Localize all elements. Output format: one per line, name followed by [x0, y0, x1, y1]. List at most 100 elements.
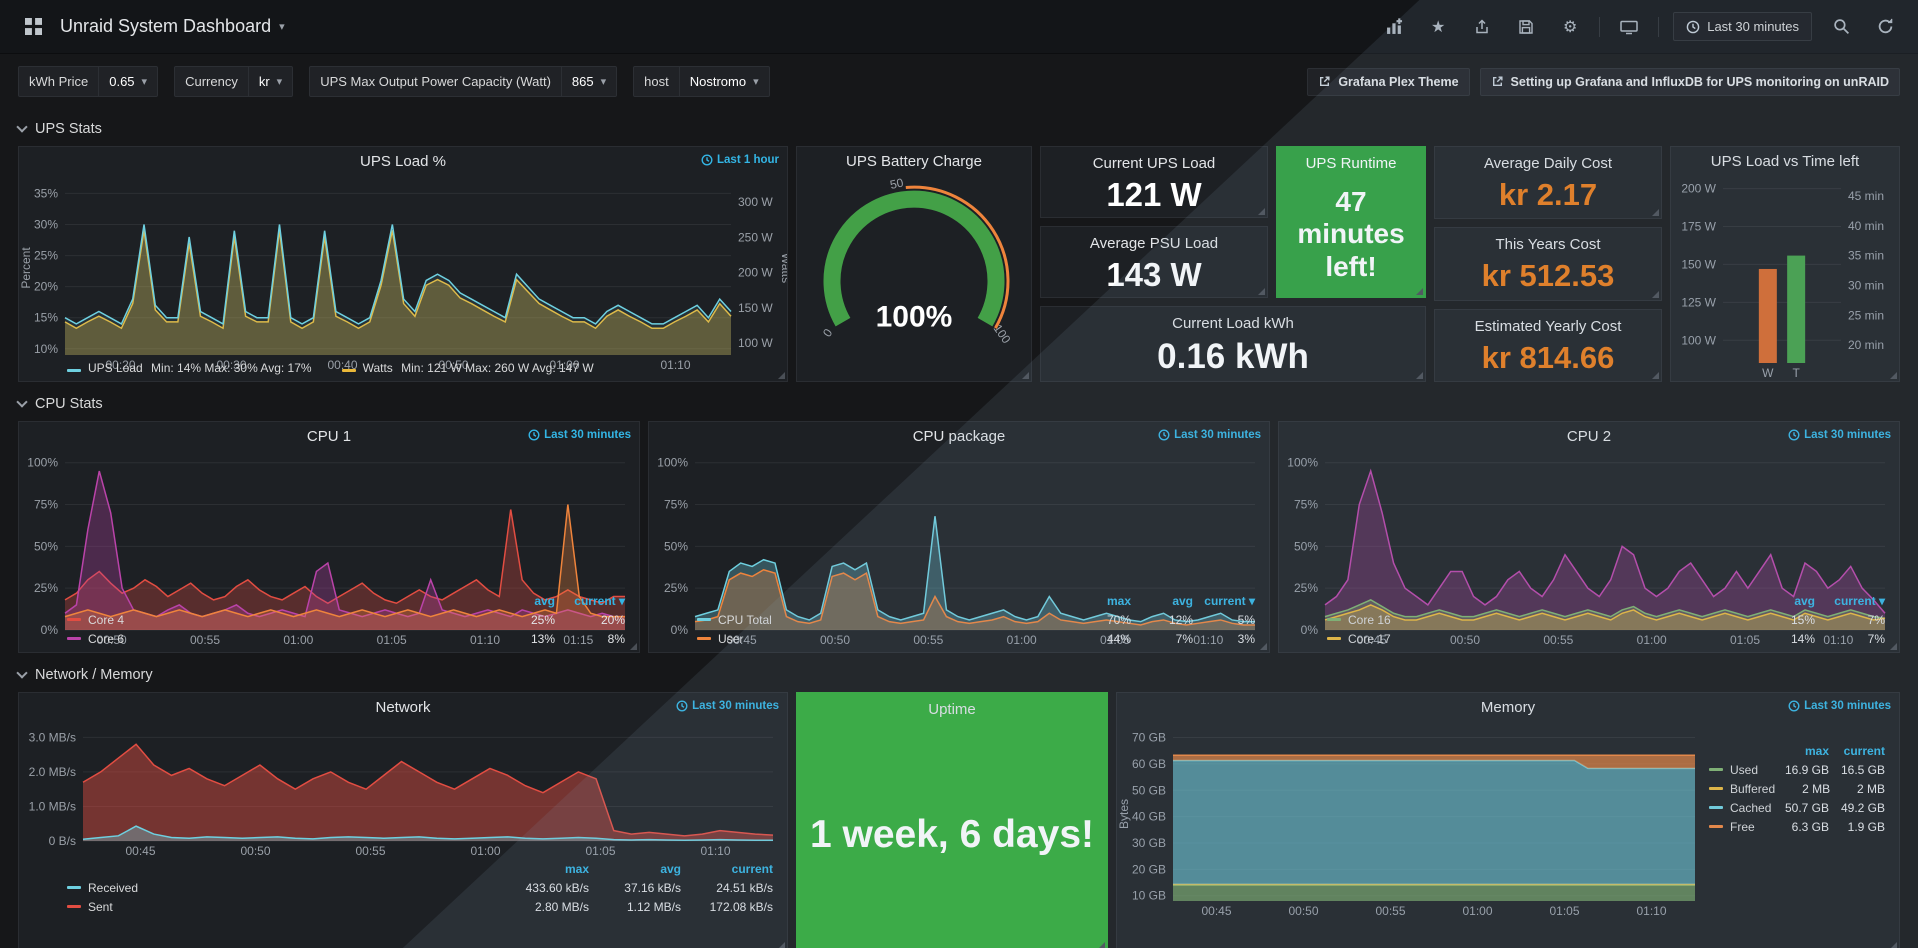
panel-title[interactable]: UPS Load % [360, 153, 446, 170]
panel-title[interactable]: Memory [1480, 699, 1536, 716]
dashboard-title-dropdown[interactable]: Unraid System Dashboard ▾ [60, 16, 285, 37]
row-header-network-memory[interactable]: Network / Memory [16, 667, 1900, 683]
svg-text:100%: 100% [27, 456, 58, 470]
svg-text:75%: 75% [1294, 498, 1318, 512]
panel-average-psu-load: Average PSU Load 143 W [1040, 226, 1268, 298]
svg-text:00:55: 00:55 [913, 633, 943, 647]
panel-title[interactable]: Network [375, 699, 431, 716]
panel-current-load-kwh: Current Load kWh 0.16 kWh [1040, 306, 1426, 382]
svg-text:35%: 35% [34, 186, 58, 200]
legend-sort-header[interactable]: current ▾ [1834, 593, 1885, 608]
svg-text:Percent: Percent [19, 247, 33, 289]
legend-series-name[interactable]: Cached [1730, 800, 1772, 815]
legend-sort-header[interactable]: current ▾ [574, 593, 625, 608]
legend-series-name[interactable]: Core 17 [1348, 631, 1391, 646]
legend-series-name[interactable]: Received [88, 880, 139, 895]
svg-text:00:30: 00:30 [216, 358, 246, 372]
legend-sort-header[interactable]: current ▾ [1204, 593, 1255, 608]
legend-sort-header[interactable]: avg [1172, 593, 1193, 608]
ups-load-chart[interactable]: 10% 15% 20% 25% 30% 35% Percent 100 W 150 W 200 W… [19, 173, 793, 372]
panel-title[interactable]: CPU 1 [306, 428, 352, 445]
variable-value-dropdown[interactable]: 0.65 ▾ [98, 67, 157, 96]
panel-title[interactable]: CPU package [912, 428, 1006, 445]
row-header-cpu-stats[interactable]: CPU Stats [16, 396, 1900, 412]
legend-value: 14% [1790, 631, 1815, 646]
legend-sort-header[interactable]: avg [660, 861, 681, 876]
legend-sort-header[interactable]: current [731, 861, 773, 876]
svg-text:01:00: 01:00 [470, 844, 500, 858]
svg-text:0%: 0% [671, 623, 689, 637]
cpu-package-chart[interactable]: 0% 25% 50% 75% 100% 00:45 00:50 00:55 01:00 01:05… [649, 448, 1269, 647]
legend-series-name[interactable]: Sent [88, 899, 113, 914]
legend-series-name[interactable]: Watts [362, 361, 397, 375]
panel-title[interactable]: CPU 2 [1566, 428, 1612, 445]
save-icon[interactable] [1511, 12, 1541, 42]
panel-title[interactable]: UPS Load vs Time left [1710, 153, 1860, 170]
link-grafana-plex-theme[interactable]: Grafana Plex Theme [1307, 67, 1470, 96]
gear-icon[interactable]: ⚙ [1563, 18, 1578, 36]
row-header-ups-stats[interactable]: UPS Stats [16, 121, 1900, 137]
legend-series-name[interactable]: Core 4 [88, 612, 125, 627]
panel-title[interactable]: UPS Battery Charge [846, 153, 982, 170]
svg-text:40 min: 40 min [1848, 219, 1884, 233]
legend-series-name[interactable]: Free [1730, 819, 1755, 834]
legend-sort-header[interactable]: max [564, 861, 589, 876]
cpu1-chart[interactable]: 0% 25% 50% 75% 100% 00:50 00:55 01:00 01:05 01:10… [19, 448, 639, 647]
svg-text:01:05: 01:05 [377, 633, 407, 647]
legend-series-name[interactable]: Core 16 [1348, 612, 1391, 627]
star-icon[interactable]: ★ [1431, 18, 1446, 36]
legend-series-name[interactable]: Buffered [1730, 781, 1776, 796]
share-icon[interactable] [1467, 12, 1497, 42]
variable-value-dropdown[interactable]: Nostromo ▾ [678, 67, 769, 96]
legend-sort-header[interactable]: current [1843, 743, 1885, 758]
stat-value: 143 W [1106, 255, 1202, 293]
external-link-icon [1492, 76, 1503, 86]
variable-value-dropdown[interactable]: 865 ▾ [560, 67, 616, 96]
panel-time-override: Last 30 minutes [1158, 429, 1261, 441]
legend-series-name[interactable]: UPS Load [88, 361, 147, 375]
variable-value-dropdown[interactable]: kr ▾ [247, 67, 292, 96]
memory-chart[interactable]: 10 GB 20 GB 30 GB 40 GB 50 GB 60 GB 70 GB Bytes… [1117, 719, 1709, 919]
chart-legend: avg current ▾ Core 16 15% 7% Core 17 14% 7% [1279, 591, 1899, 652]
caret-down-icon: ▾ [279, 21, 285, 33]
network-chart[interactable]: 0 B/s 1.0 MB/s 2.0 MB/s 3.0 MB/s 00:45 00:50 0… [19, 719, 787, 859]
legend-sort-header[interactable]: avg [534, 593, 555, 608]
refresh-icon[interactable] [1870, 12, 1900, 42]
legend-sort-header[interactable]: max [1106, 593, 1131, 608]
legend-swatch [1709, 825, 1723, 828]
legend-series-name[interactable]: CPU Total [718, 612, 772, 627]
legend-series-name[interactable]: Used [1730, 762, 1759, 777]
ups-load-vs-time-chart[interactable]: 100 W 125 W 150 W 175 W 200 W 20 min 25 min 30 … [1671, 173, 1899, 381]
legend-value: 50.7 GB [1784, 800, 1829, 815]
svg-text:00:55: 00:55 [190, 633, 220, 647]
row-title: UPS Stats [35, 121, 102, 137]
legend-series-name[interactable]: Core 6 [88, 631, 125, 646]
stat-title: UPS Runtime [1305, 155, 1397, 172]
legend-value: 1.9 GB [1847, 819, 1885, 834]
time-range-picker[interactable]: Last 30 minutes [1673, 12, 1812, 41]
navbar: Unraid System Dashboard ▾ ★ ⚙ Las [0, 0, 1918, 54]
caret-down-icon: ▾ [276, 76, 283, 88]
legend-swatch [1709, 806, 1723, 809]
svg-text:100 W: 100 W [738, 336, 773, 350]
legend-sort-header[interactable]: avg [1794, 593, 1815, 608]
panel-time-override: Last 30 minutes [528, 429, 631, 441]
legend-value: 70% [1106, 612, 1131, 627]
chart-legend: max avg current ▾ CPU Total 70% 12% 5% User 44% 7… [649, 591, 1269, 652]
dashboard-grid-icon[interactable] [18, 12, 48, 42]
clock-icon [701, 154, 713, 166]
legend-value: 2.80 MB/s [534, 899, 589, 914]
cpu2-chart[interactable]: 0% 25% 50% 75% 100% 00:45 00:50 00:55 01:00 01:05… [1279, 448, 1899, 647]
battery-gauge: 0 100 50 100% [797, 173, 1031, 381]
svg-text:0%: 0% [1301, 623, 1319, 637]
svg-text:01:05: 01:05 [1730, 633, 1760, 647]
link-grafana-influxdb-guide[interactable]: Setting up Grafana and InfluxDB for UPS … [1479, 67, 1900, 96]
search-zoom-icon[interactable] [1826, 12, 1856, 42]
legend-series-name[interactable]: User [718, 631, 744, 646]
add-panel-icon[interactable] [1379, 12, 1409, 42]
legend-sort-header[interactable]: max [1804, 743, 1829, 758]
legend-value: 433.60 kB/s [525, 880, 589, 895]
tv-kiosk-icon[interactable] [1614, 12, 1644, 42]
svg-text:00:45: 00:45 [727, 633, 757, 647]
